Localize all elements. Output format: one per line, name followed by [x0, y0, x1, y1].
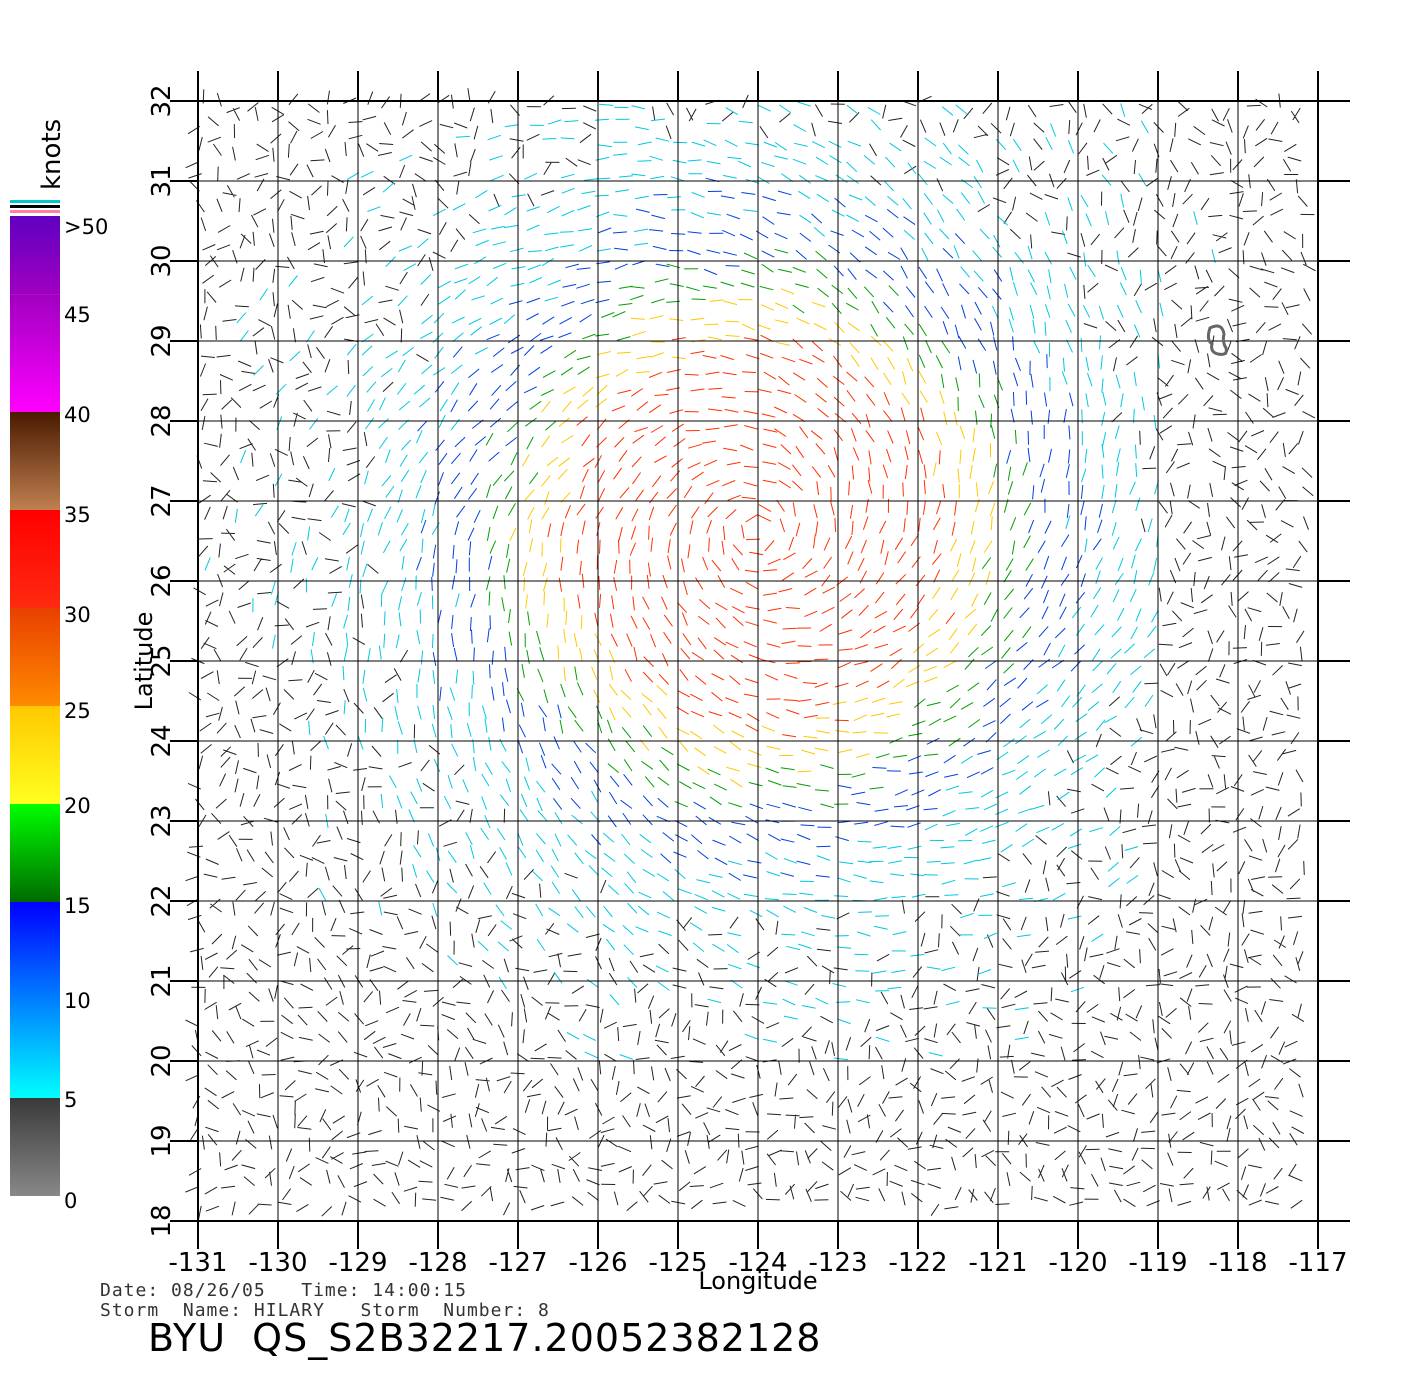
lat-lon-grid: [197, 100, 1319, 1222]
lon-tick-label: -127: [488, 1248, 547, 1278]
wind-vectors: [185, 88, 1316, 1220]
lon-tick-label: -129: [328, 1248, 387, 1278]
wind-vectors-fresh: [485, 248, 1034, 809]
wind-vectors-light: [204, 101, 1216, 1061]
colorbar-band: [10, 294, 60, 412]
lon-tick-label: -130: [248, 1248, 307, 1278]
colorbar-stripe: [10, 200, 60, 203]
colorbar-label: 0: [64, 1189, 77, 1213]
wind-vectors-moderate: [416, 177, 1103, 881]
colorbar-label: >50: [64, 215, 108, 239]
colorbar-label: 5: [64, 1088, 77, 1112]
lon-tick-label: -120: [1048, 1248, 1107, 1278]
colorbar-label: 30: [64, 603, 91, 627]
time-value: 14:00:15: [372, 1280, 467, 1301]
lat-tick-label: 24: [147, 724, 177, 757]
lat-tick-label: 18: [147, 1204, 177, 1237]
lat-tick-label: 29: [147, 324, 177, 357]
colorbar-band: [10, 510, 60, 608]
lat-tick-label: 21: [147, 964, 177, 997]
lat-tick-label: 32: [147, 84, 177, 117]
colorbar-band: [10, 608, 60, 706]
colorbar-label: 35: [64, 503, 91, 527]
lon-tick-label: -124: [728, 1248, 787, 1278]
date-time-line: Date: 08/26/05 Time: 14:00:15: [100, 1280, 467, 1301]
lon-tick-label: -122: [888, 1248, 947, 1278]
island-outline: [1206, 324, 1228, 356]
lat-tick-label: 27: [147, 484, 177, 517]
storm-info-line: Storm Name: HILARY Storm Number: 8: [100, 1300, 550, 1321]
time-label: Time:: [301, 1280, 361, 1301]
lat-tick-label: 31: [147, 164, 177, 197]
lat-tick-label: 19: [147, 1124, 177, 1157]
lat-tick-label: 25: [147, 644, 177, 677]
colorbar-label: 20: [64, 794, 91, 818]
date-value: 08/26/05: [171, 1280, 266, 1301]
lat-tick-label: 20: [147, 1044, 177, 1077]
colorbar-stripe: [10, 205, 60, 208]
colorbar-band: [10, 1098, 60, 1196]
lat-tick-label: 23: [147, 804, 177, 837]
colorbar-band: [10, 216, 60, 295]
lat-tick-label: 26: [147, 564, 177, 597]
colorbar-stripe: [10, 210, 60, 213]
lat-tick-label: 30: [147, 244, 177, 277]
colorbar-label: 25: [64, 699, 91, 723]
lon-tick-label: -131: [168, 1248, 227, 1278]
colorbar-band: [10, 706, 60, 804]
date-label: Date:: [100, 1280, 160, 1301]
speed-colorbar: >50 45 40 35 30 25 20 15 10 5 0 knots: [10, 119, 108, 1213]
wind-vectors-calm: [185, 88, 1316, 1220]
y-axis-label: Latitude: [130, 612, 158, 711]
lon-tick-label: -123: [808, 1248, 867, 1278]
colorbar-label: 40: [64, 403, 91, 427]
lat-tick-label: 22: [147, 884, 177, 917]
lon-tick-label: -119: [1128, 1248, 1187, 1278]
wind-vectors-gale: [547, 334, 957, 738]
colorbar-band: [10, 804, 60, 902]
product-id: BYU QS_S2B32217.20052382128: [148, 1316, 822, 1360]
axis-ticks: [170, 71, 1350, 1249]
storm-number-label: Storm Number:: [360, 1300, 527, 1321]
units-label: knots: [37, 119, 67, 190]
colorbar-band: [10, 412, 60, 510]
lon-tick-label: -128: [408, 1248, 467, 1278]
lon-tick-label: -118: [1208, 1248, 1267, 1278]
lon-tick-label: -121: [968, 1248, 1027, 1278]
lat-tick-label: 28: [147, 404, 177, 437]
lon-tick-label: -125: [648, 1248, 707, 1278]
storm-name-value: HILARY: [253, 1300, 325, 1321]
colorbar-band: [10, 902, 60, 1098]
colorbar-label: 10: [64, 989, 91, 1013]
storm-number-value: 8: [538, 1300, 550, 1321]
wind-vectors-strong: [509, 288, 996, 788]
axis-labels: -131 -130 -129 -128 -127 -126 -125 -124 -123 -122…: [130, 84, 1348, 1295]
storm-name-label: Storm Name:: [100, 1300, 243, 1321]
x-axis-label: Longitude: [698, 1267, 817, 1295]
lon-tick-label: -117: [1288, 1248, 1347, 1278]
colorbar-label: 45: [64, 303, 91, 327]
colorbar-label: 15: [64, 894, 91, 918]
lon-tick-label: -126: [568, 1248, 627, 1278]
